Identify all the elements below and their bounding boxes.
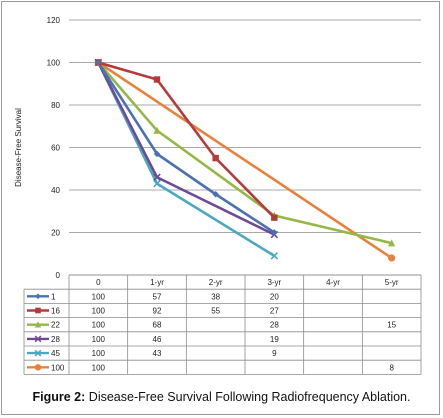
- x-category-label: 5-yr: [385, 278, 399, 287]
- data-table-cell: 100: [92, 363, 106, 372]
- legend-label: 22: [51, 321, 60, 330]
- series-line-1: [97, 61, 276, 234]
- data-point-45: [270, 252, 279, 260]
- legend-label: 1: [51, 292, 56, 301]
- data-point-16: [153, 76, 161, 83]
- data-table-cell: 38: [211, 292, 220, 301]
- x-category-label: 1-yr: [150, 278, 164, 287]
- data-table-cell: 57: [153, 292, 162, 301]
- legend-marker-45: [34, 349, 42, 357]
- legend-marker-28: [34, 335, 42, 343]
- data-table-cell: 100: [92, 292, 106, 301]
- data-table-cell: 8: [389, 363, 394, 372]
- series-line-22: [97, 61, 392, 245]
- x-category-label: 2-yr: [209, 278, 223, 287]
- data-point-1: [95, 59, 102, 66]
- y-tick-label: 0: [56, 271, 61, 280]
- y-axis-label: Disease-Free Survival: [14, 108, 23, 187]
- legend-label: 16: [51, 307, 60, 316]
- x-category-label: 0: [96, 278, 101, 287]
- data-table-cell: 55: [211, 307, 220, 316]
- x-category-label: 3-yr: [267, 278, 281, 287]
- data-point-100: [388, 254, 396, 262]
- data-table-cell: 19: [270, 335, 279, 344]
- data-table-cell: 28: [270, 321, 279, 330]
- data-table-cell: 46: [153, 335, 162, 344]
- data-point-1: [212, 191, 219, 198]
- data-point-22: [388, 239, 396, 247]
- data-table-cell: 68: [153, 321, 162, 330]
- data-table-cell: 20: [270, 292, 279, 301]
- series-line-100: [97, 61, 393, 260]
- data-point-16: [271, 214, 278, 221]
- data-table-cell: 100: [92, 349, 106, 358]
- data-table-cell: 100: [92, 335, 106, 344]
- figure-label: Figure 2:: [32, 390, 86, 404]
- data-table-cell: 92: [153, 307, 162, 316]
- legend-marker-100: [34, 364, 42, 371]
- legend-label: 45: [51, 349, 60, 358]
- data-point-22: [153, 126, 161, 134]
- x-category-label: 4-yr: [326, 278, 340, 287]
- legend-marker-1: [35, 293, 41, 300]
- data-table-cell: 43: [153, 349, 162, 358]
- data-table-cell: 27: [270, 307, 279, 316]
- data-point-1: [271, 229, 278, 236]
- legend-label: 100: [51, 363, 65, 372]
- figure-caption: Figure 2: Disease-Free Survival Followin…: [0, 390, 443, 404]
- legend-marker-16: [35, 307, 41, 314]
- series-line-16: [97, 61, 276, 219]
- legend-label: 28: [51, 335, 60, 344]
- figure-caption-text: Disease-Free Survival Following Radiofre…: [88, 390, 411, 404]
- data-point-45: [153, 179, 161, 188]
- data-table-cell: 100: [92, 307, 106, 316]
- y-tick-label: 80: [51, 101, 60, 110]
- data-point-1: [153, 150, 161, 158]
- series-line-28: [97, 61, 275, 236]
- y-tick-label: 20: [51, 229, 60, 238]
- data-table-cell: 9: [272, 349, 277, 358]
- data-table-cell: 15: [387, 321, 396, 330]
- y-tick-label: 120: [47, 16, 61, 25]
- legend-marker-22: [34, 321, 42, 328]
- data-point-28: [153, 173, 161, 182]
- y-tick-label: 60: [51, 144, 60, 153]
- data-table-cell: 100: [92, 321, 106, 330]
- data-point-16: [212, 154, 219, 162]
- y-tick-label: 40: [51, 186, 60, 195]
- y-tick-label: 100: [47, 59, 61, 68]
